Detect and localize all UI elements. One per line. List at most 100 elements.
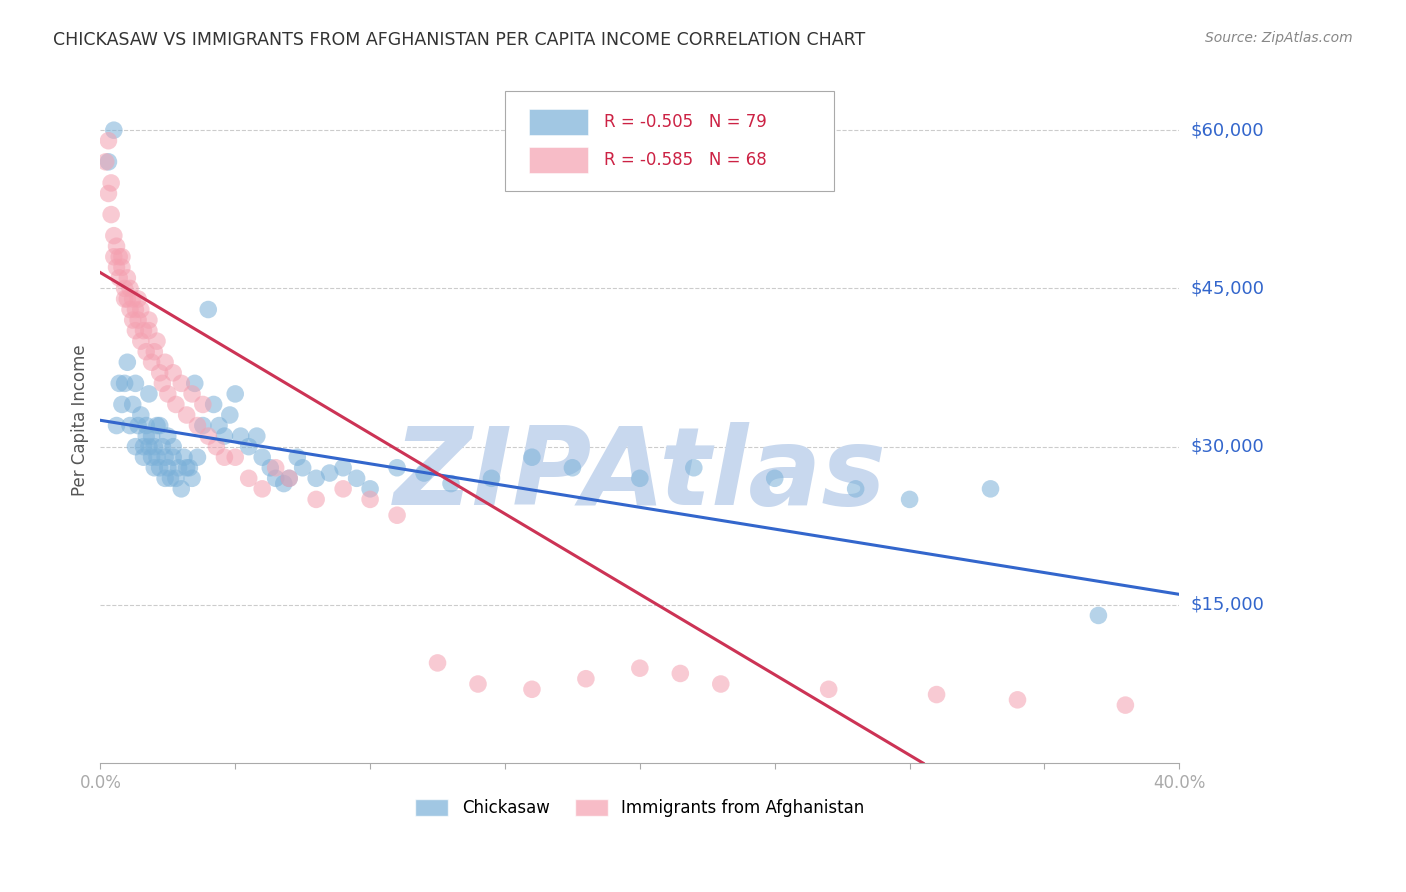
Point — [94, 154, 117, 169]
Point — [181, 387, 204, 401]
Point — [817, 682, 839, 697]
Point — [898, 492, 921, 507]
Point — [124, 376, 146, 391]
Point — [184, 376, 207, 391]
Point — [259, 460, 281, 475]
Point — [138, 313, 160, 327]
Point — [208, 418, 231, 433]
Point — [1087, 608, 1109, 623]
Point — [143, 460, 166, 475]
Text: $45,000: $45,000 — [1191, 279, 1264, 297]
Point — [264, 460, 287, 475]
Point — [143, 440, 166, 454]
Point — [149, 460, 172, 475]
Point — [135, 429, 157, 443]
Point — [763, 471, 786, 485]
Text: $30,000: $30,000 — [1191, 438, 1264, 456]
Point — [467, 677, 489, 691]
Point — [305, 492, 328, 507]
Point — [170, 376, 193, 391]
Point — [149, 366, 172, 380]
Point — [118, 281, 141, 295]
Point — [218, 408, 240, 422]
Point — [108, 271, 131, 285]
Point — [214, 429, 236, 443]
Point — [669, 666, 692, 681]
Point — [278, 471, 301, 485]
Point — [108, 250, 131, 264]
Point — [238, 471, 260, 485]
Point — [179, 460, 201, 475]
Point — [197, 302, 219, 317]
Point — [520, 450, 543, 465]
Point — [238, 440, 260, 454]
Point — [214, 450, 236, 465]
Text: CHICKASAW VS IMMIGRANTS FROM AFGHANISTAN PER CAPITA INCOME CORRELATION CHART: CHICKASAW VS IMMIGRANTS FROM AFGHANISTAN… — [53, 31, 866, 49]
Text: ZIPAtlas: ZIPAtlas — [394, 422, 886, 528]
Point — [561, 460, 583, 475]
Point — [165, 397, 187, 411]
Point — [413, 466, 436, 480]
Point — [117, 271, 139, 285]
Point — [710, 677, 733, 691]
Point — [146, 418, 169, 433]
Point — [121, 292, 143, 306]
Point — [229, 429, 252, 443]
Point — [114, 292, 136, 306]
Text: R = -0.585   N = 68: R = -0.585 N = 68 — [605, 151, 768, 169]
Point — [141, 450, 163, 465]
Point — [103, 250, 125, 264]
Point — [1114, 698, 1136, 712]
Point — [127, 418, 149, 433]
Point — [181, 471, 204, 485]
Point — [186, 418, 208, 433]
Point — [318, 466, 340, 480]
Point — [152, 440, 174, 454]
Point — [628, 471, 651, 485]
Point — [132, 440, 155, 454]
Point — [205, 440, 228, 454]
Point — [845, 482, 868, 496]
Point — [165, 471, 187, 485]
Point — [170, 482, 193, 496]
Point — [143, 344, 166, 359]
Point — [117, 355, 139, 369]
Point — [118, 302, 141, 317]
Point — [250, 450, 273, 465]
Point — [385, 508, 408, 523]
Point — [186, 450, 208, 465]
Point — [159, 471, 181, 485]
Point — [111, 397, 134, 411]
Point — [132, 450, 155, 465]
Point — [224, 387, 246, 401]
Point — [97, 186, 120, 201]
Point — [575, 672, 598, 686]
Point — [132, 324, 155, 338]
Text: R = -0.505   N = 79: R = -0.505 N = 79 — [605, 113, 768, 131]
Point — [153, 355, 176, 369]
Point — [114, 281, 136, 295]
Point — [285, 450, 308, 465]
Point — [264, 471, 287, 485]
Point — [628, 661, 651, 675]
Point — [246, 429, 269, 443]
FancyBboxPatch shape — [529, 109, 588, 135]
Point — [440, 476, 463, 491]
Point — [191, 397, 214, 411]
Point — [97, 154, 120, 169]
Point — [124, 440, 146, 454]
Point — [111, 260, 134, 275]
Point — [176, 460, 198, 475]
Point — [111, 250, 134, 264]
Point — [129, 408, 152, 422]
Point — [135, 344, 157, 359]
Point — [173, 450, 195, 465]
Point — [153, 471, 176, 485]
Point — [162, 450, 184, 465]
Point — [278, 471, 301, 485]
Text: $15,000: $15,000 — [1191, 596, 1264, 614]
Point — [129, 302, 152, 317]
Point — [141, 355, 163, 369]
Point — [156, 460, 179, 475]
Point — [332, 460, 354, 475]
